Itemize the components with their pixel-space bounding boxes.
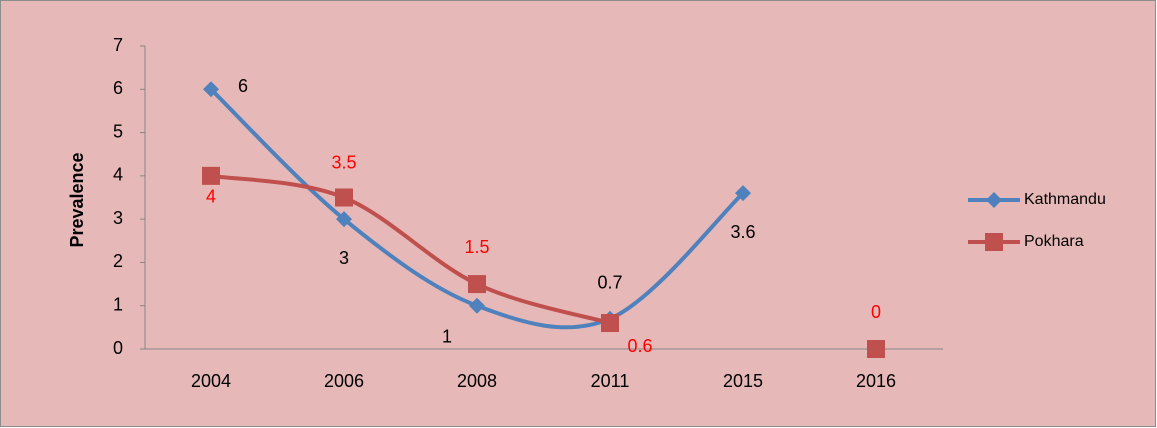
x-tick-label: 2008 [457,371,497,391]
y-tick-label: 4 [113,165,123,185]
data-label: 0.6 [627,336,652,356]
data-point [335,188,353,207]
y-tick-label: 5 [113,121,123,141]
legend-label: Kathmandu [1024,191,1106,208]
y-axis-label: Prevalence [67,152,87,247]
data-label: 0 [871,302,881,322]
y-tick-label: 1 [113,294,123,314]
data-label: 1.5 [464,237,489,257]
x-tick-label: 2006 [324,371,364,391]
y-tick-label: 7 [113,35,123,55]
x-tick-label: 2011 [591,371,630,391]
data-label: 3.5 [331,152,356,172]
data-label: 4 [206,187,216,207]
y-tick-label: 2 [113,251,123,271]
data-point [469,297,485,314]
data-point [468,275,486,294]
data-label: 3 [339,248,349,268]
data-label: 0.7 [597,272,622,292]
y-tick-label: 3 [113,208,123,228]
data-point [867,340,885,358]
y-tick-label: 6 [113,78,123,98]
data-label: 6 [238,76,248,96]
x-tick-label: 2015 [723,371,763,391]
data-point [202,166,220,185]
y-tick-label: 0 [113,338,123,358]
data-point [203,81,219,98]
series-line [210,173,611,325]
legend-marker [985,233,1003,251]
data-point [336,211,352,228]
data-point [601,314,619,333]
data-label: 3.6 [730,222,755,242]
x-tick-label: 2004 [191,371,231,391]
legend-label: Pokhara [1024,233,1084,250]
data-label: 1 [442,326,452,346]
x-tick-label: 2016 [856,371,896,391]
legend-marker [986,192,1002,208]
data-point [735,185,751,202]
